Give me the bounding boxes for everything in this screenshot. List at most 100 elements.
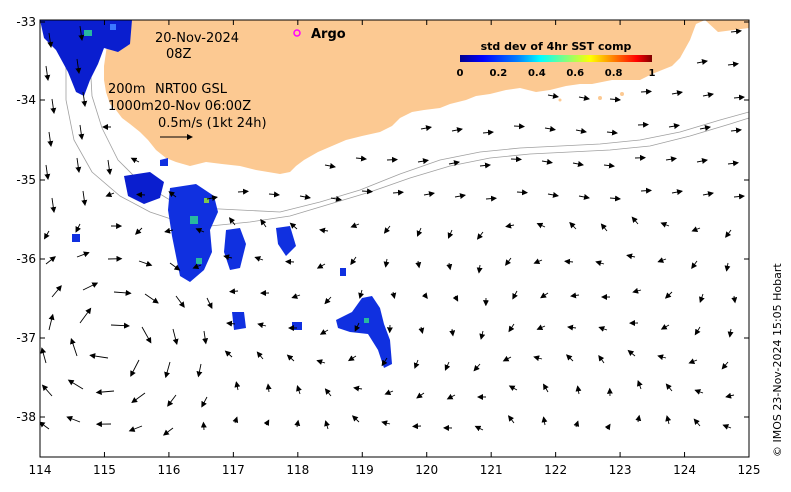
current-arrow (416, 227, 423, 237)
current-arrow (688, 358, 698, 364)
current-arrow (381, 357, 388, 367)
current-arrow (324, 296, 332, 305)
current-arrow (319, 227, 329, 234)
current-arrow (660, 222, 670, 228)
current-arrow (631, 216, 639, 225)
sst-patch (40, 20, 132, 96)
current-arrow (544, 125, 556, 132)
current-arrow (505, 222, 515, 229)
lon-tick-label: 114 (29, 463, 52, 477)
current-arrow (541, 158, 553, 165)
current-arrow (40, 421, 50, 430)
lat-tick-label: -38 (16, 410, 36, 424)
current-arrow (671, 90, 683, 97)
current-arrow (482, 129, 494, 136)
credit-label: © IMOS 23-Nov-2024 15:05 Hobart (771, 263, 784, 457)
current-arrow (547, 92, 559, 99)
current-arrow (421, 292, 428, 300)
current-arrow (416, 392, 425, 399)
current-arrow (696, 59, 708, 65)
current-arrow (48, 313, 55, 331)
current-arrow (202, 330, 209, 345)
current-arrow (51, 285, 62, 298)
velocity-scale-label: 0.5m/s (1kt 24h) (158, 116, 267, 131)
sst-patch (190, 216, 198, 224)
current-arrow (286, 354, 295, 362)
current-arrow (47, 32, 54, 48)
current-arrow (575, 385, 582, 395)
current-arrow (446, 262, 453, 271)
current-arrow (543, 383, 549, 393)
current-arrow (263, 419, 270, 427)
current-arrow (731, 295, 738, 304)
current-arrow (195, 227, 205, 234)
current-arrow (256, 351, 264, 360)
current-arrow (223, 254, 233, 261)
current-arrow (169, 262, 181, 271)
lat-tick-label: -34 (16, 93, 36, 107)
current-arrow (730, 127, 742, 134)
current-arrow (573, 420, 580, 428)
current-arrow (50, 197, 57, 213)
current-arrow (691, 260, 698, 269)
sst-patch (84, 30, 92, 36)
lon-tick-label: 118 (286, 463, 309, 477)
current-arrow (291, 293, 301, 299)
current-arrow (128, 425, 143, 432)
lat-tick-label: -35 (16, 173, 36, 187)
current-arrow (383, 258, 390, 268)
sst-stddev-patches (40, 20, 392, 368)
current-arrow (265, 383, 272, 393)
current-arrow (79, 307, 92, 324)
current-arrow (722, 424, 732, 430)
current-arrow (693, 418, 701, 427)
current-arrow (508, 323, 515, 333)
current-arrow (76, 251, 90, 258)
product-label: NRT00 GSL (155, 82, 228, 97)
current-arrow (691, 226, 701, 232)
current-arrow (81, 91, 88, 107)
current-arrow (696, 158, 708, 164)
current-arrow (136, 191, 146, 198)
current-arrow (330, 195, 342, 202)
current-arrow (725, 229, 732, 238)
sst-patch (336, 296, 392, 368)
lon-tick-label: 116 (157, 463, 180, 477)
current-arrow (41, 384, 53, 397)
current-arrow (289, 222, 298, 230)
current-arrow (665, 415, 672, 425)
current-arrow (727, 160, 739, 167)
current-arrow (694, 389, 704, 395)
current-arrow (316, 263, 326, 269)
island (558, 98, 562, 102)
current-arrow (324, 420, 330, 430)
current-arrow (626, 253, 636, 260)
axis-ticks: 114 115 116 117 118 119 120 121 122 123 124 125 -33 -… (16, 15, 760, 477)
current-arrow (423, 191, 435, 198)
current-arrow (694, 326, 701, 336)
current-arrow (162, 427, 174, 436)
current-arrow (512, 290, 518, 300)
lat-tick-label: -37 (16, 331, 36, 345)
island (620, 92, 624, 96)
current-arrow (257, 322, 267, 329)
current-arrow (516, 189, 528, 196)
current-arrow (383, 225, 391, 234)
current-arrow (229, 288, 239, 295)
lat-tick-label: -33 (16, 15, 36, 29)
sst-patch (232, 312, 246, 330)
current-arrow (721, 361, 729, 370)
sst-patch (364, 318, 369, 323)
current-arrow (40, 347, 47, 364)
current-arrow (413, 359, 420, 369)
current-arrow (324, 163, 336, 169)
current-arrow (354, 322, 361, 332)
sst-patch (292, 322, 302, 330)
current-arrow (361, 188, 373, 195)
current-arrow (319, 329, 329, 335)
current-arrow (81, 190, 88, 206)
current-arrow (564, 258, 574, 265)
lon-tick-label: 119 (351, 463, 374, 477)
product-time-label: 20-Nov 06:00Z (154, 99, 251, 114)
current-arrow (232, 416, 239, 424)
